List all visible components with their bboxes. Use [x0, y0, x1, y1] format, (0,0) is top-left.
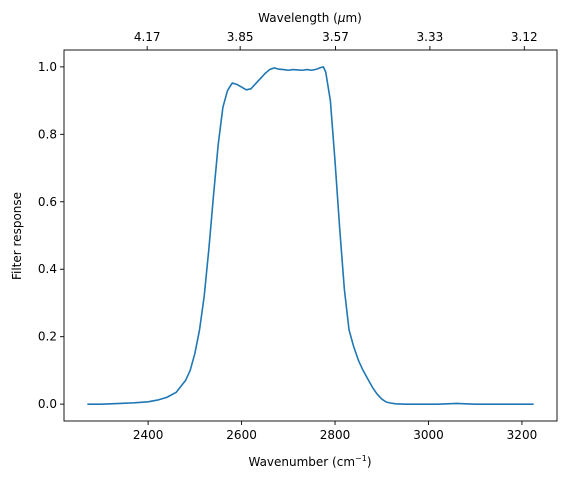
x-tick-label: 3200: [507, 428, 538, 442]
x-tick-label: 2600: [226, 428, 257, 442]
plot-layer: [87, 66, 534, 405]
y-tick-label: 0.0: [38, 397, 57, 411]
top-tick-label: 3.57: [322, 30, 349, 44]
y-tick-label: 1.0: [38, 60, 57, 74]
x-axis-label: Wavenumber (cm−1): [248, 454, 371, 469]
series-line-0: [87, 66, 534, 405]
y-tick-label: 0.6: [38, 195, 57, 209]
top-tick-label: 4.17: [134, 30, 161, 44]
top-tick-label: 3.85: [227, 30, 254, 44]
y-tick-label: 0.4: [38, 262, 57, 276]
x-tick-label: 2400: [133, 428, 164, 442]
y-tick-label: 0.8: [38, 127, 57, 141]
x-tick-label: 3000: [413, 428, 444, 442]
x-tick-label: 2800: [320, 428, 351, 442]
top-axis-label: Wavelength (μm): [258, 11, 362, 25]
plot-frame: [63, 49, 558, 422]
y-tick-label: 0.2: [38, 330, 57, 344]
top-tick-label: 3.12: [511, 30, 538, 44]
y-axis-label: Filter response: [10, 192, 24, 280]
top-tick-label: 3.33: [417, 30, 444, 44]
ticks-layer: 2400 2600 2800 3000 3200 0.0 0.2 0.4 0.6 0.8 1.0 4.…: [38, 30, 538, 442]
